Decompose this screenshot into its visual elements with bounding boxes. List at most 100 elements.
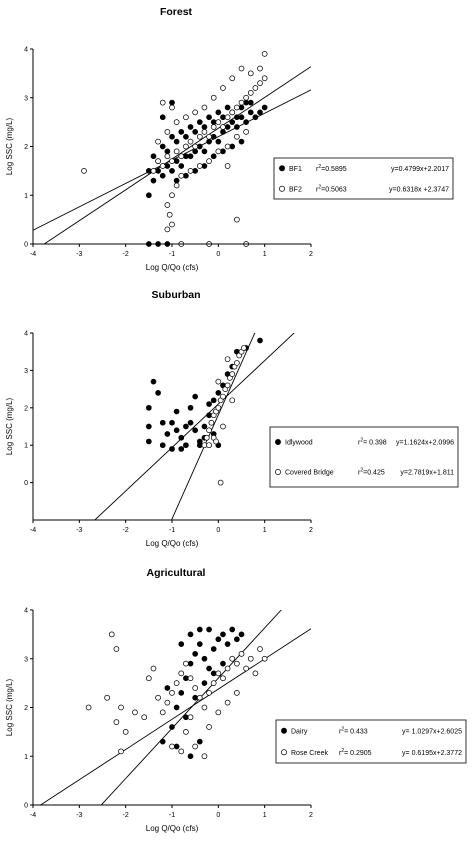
data-point — [229, 626, 236, 633]
data-point — [187, 631, 194, 638]
data-point — [247, 90, 254, 96]
data-point — [201, 704, 208, 711]
legend-entry-1: Idlywood r2= 0.398 y=1.1624x+2.0996 — [275, 438, 454, 447]
data-point — [224, 143, 231, 150]
legend-marker — [279, 185, 285, 192]
data-point — [215, 138, 222, 145]
data-point — [192, 168, 199, 174]
legend: BF1 r2=0.5895 y=0.4799x+2.2017 BF2 r2=0.5063… — [273, 157, 454, 200]
data-point — [206, 138, 212, 145]
legend-box — [275, 719, 467, 764]
data-point — [150, 168, 157, 174]
data-point — [229, 119, 236, 125]
data-point — [145, 404, 152, 411]
data-point — [196, 119, 203, 125]
data-point — [234, 636, 240, 643]
data-point — [220, 129, 226, 135]
data-point — [173, 138, 180, 145]
data-point — [187, 138, 194, 145]
data-point — [169, 690, 175, 696]
data-point — [159, 99, 166, 106]
x-tick-label: 2 — [309, 812, 313, 819]
legend: Idlywood r2= 0.398 y=1.1624x+2.0996 Covered… — [269, 426, 459, 488]
data-point — [238, 631, 245, 638]
data-point — [257, 109, 263, 116]
data-point — [113, 719, 120, 725]
data-point — [257, 80, 263, 86]
data-point — [169, 168, 175, 174]
x-axis-label: Log Q/Qo (cfs) — [146, 824, 199, 833]
y-tick-label: 4 — [24, 608, 28, 615]
data-point — [210, 646, 217, 652]
data-point — [164, 699, 171, 706]
data-point — [229, 397, 236, 404]
data-point — [145, 438, 152, 445]
data-point — [220, 85, 226, 91]
data-point — [192, 694, 199, 701]
data-point — [215, 670, 222, 677]
data-point — [224, 382, 231, 389]
data-point — [159, 114, 166, 121]
data-point — [192, 129, 199, 135]
legend-marker — [275, 469, 281, 475]
data-point — [208, 419, 215, 426]
data-point — [234, 360, 240, 366]
data-point — [238, 651, 245, 657]
data-point — [187, 419, 194, 426]
legend-label: BF2 — [289, 186, 302, 193]
data-point — [169, 419, 175, 426]
data-point — [164, 226, 171, 233]
data-point — [220, 675, 226, 682]
data-point — [196, 133, 203, 140]
data-point — [122, 729, 129, 735]
y-tick-label: 0 — [24, 480, 28, 487]
data-point — [169, 99, 175, 106]
data-point — [159, 738, 166, 745]
data-point — [224, 114, 231, 121]
data-point — [243, 99, 249, 106]
data-point — [243, 129, 249, 135]
data-point — [206, 442, 212, 449]
data-point — [261, 75, 268, 82]
data-point — [150, 177, 157, 184]
data-point — [183, 660, 189, 667]
data-point — [243, 94, 249, 101]
data-point — [183, 153, 189, 160]
x-tick-label: -2 — [123, 812, 129, 819]
data-point — [173, 427, 180, 434]
x-tick-label: 1 — [263, 527, 267, 534]
data-point — [210, 670, 217, 677]
data-point — [108, 631, 115, 638]
y-tick-label: 3 — [24, 368, 28, 375]
y-tick-label: 1 — [24, 443, 28, 450]
x-tick-label: 0 — [216, 812, 220, 819]
data-point — [196, 738, 203, 745]
data-point — [261, 51, 268, 57]
data-point — [192, 743, 199, 750]
data-point — [252, 85, 259, 91]
data-point — [224, 163, 231, 169]
data-point — [224, 124, 231, 130]
chart-3: Agricultural -4 -3 -2 -1 0 1 2 0 1 2 3 4 Log Q/Qo (cf… — [5, 567, 467, 833]
data-point — [178, 153, 185, 160]
data-point — [187, 168, 194, 174]
legend-marker — [279, 165, 285, 172]
data-point — [196, 641, 203, 647]
legend-equation: y= 1.0297x+2.6025 — [402, 728, 462, 735]
data-point — [234, 216, 240, 223]
data-point — [206, 401, 212, 407]
y-axis-label: Log SSC (mg/L) — [5, 678, 14, 736]
data-point — [215, 119, 222, 125]
data-point — [164, 202, 171, 208]
chart-title: Suburban — [152, 289, 201, 301]
data-point — [169, 446, 175, 452]
data-point — [187, 660, 194, 667]
data-point — [196, 442, 203, 449]
data-point — [155, 158, 161, 164]
data-point — [192, 109, 199, 116]
data-point — [201, 442, 208, 449]
x-tick-label: -3 — [76, 812, 82, 819]
data-point — [150, 153, 157, 160]
series-2-points — [85, 631, 268, 760]
